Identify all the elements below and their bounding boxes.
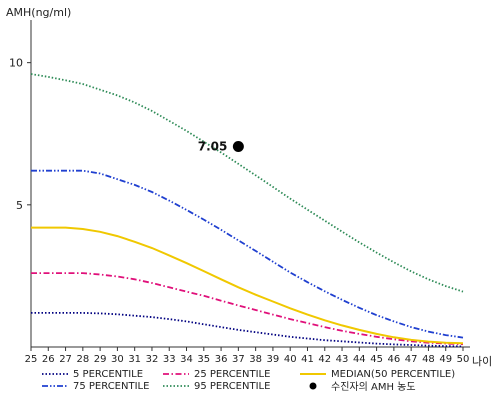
x-tick-label: 37 [232,354,245,365]
x-tick-label: 25 [25,354,38,365]
legend-label: 5 PERCENTILE [73,369,143,380]
legend-marker-swatch [309,382,317,390]
x-tick-label: 33 [163,354,176,365]
x-tick-label: 42 [318,354,331,365]
x-tick-label: 30 [111,354,124,365]
y-tick-label: 5 [16,199,23,212]
series-line [31,311,464,348]
y-tick-label: 10 [9,57,23,70]
legend-label: 수진자의 AMH 농도 [331,381,416,393]
patient-amh-label: 7.05 [198,140,228,154]
x-tick-label: 43 [336,354,349,365]
series-line [31,169,464,339]
series-line [30,73,464,293]
legend-label: 95 PERCENTILE [194,381,270,392]
x-tick-label: 47 [405,354,418,365]
x-tick-label: 46 [388,354,401,365]
x-tick-label: 41 [301,354,314,365]
series-line [31,226,464,345]
x-tick-label: 27 [59,354,72,365]
x-tick-label: 36 [215,354,228,365]
x-tick-label: 31 [128,354,141,365]
legend-label: 25 PERCENTILE [194,369,270,380]
x-tick-label: 38 [249,354,262,365]
x-tick-label: 29 [94,354,107,365]
x-tick-label: 39 [267,354,280,365]
patient-amh-point [232,141,244,153]
legend-label: MEDIAN(50 PERCENTILE) [331,369,455,380]
y-axis-title: AMH(ng/ml) [6,6,71,19]
x-axis-title: 나이 [472,355,492,368]
x-tick-label: 26 [42,354,55,365]
x-tick-label: 48 [422,354,435,365]
x-tick-label: 34 [180,354,193,365]
x-tick-label: 32 [146,354,159,365]
x-tick-label: 50 [457,354,470,365]
legend-label: 75 PERCENTILE [73,381,149,392]
x-tick-label: 35 [197,354,210,365]
series-line [31,272,464,346]
x-tick-label: 44 [353,354,366,365]
x-tick-label: 45 [370,354,383,365]
x-tick-label: 40 [284,354,297,365]
x-tick-label: 28 [76,354,89,365]
x-tick-label: 49 [439,354,452,365]
